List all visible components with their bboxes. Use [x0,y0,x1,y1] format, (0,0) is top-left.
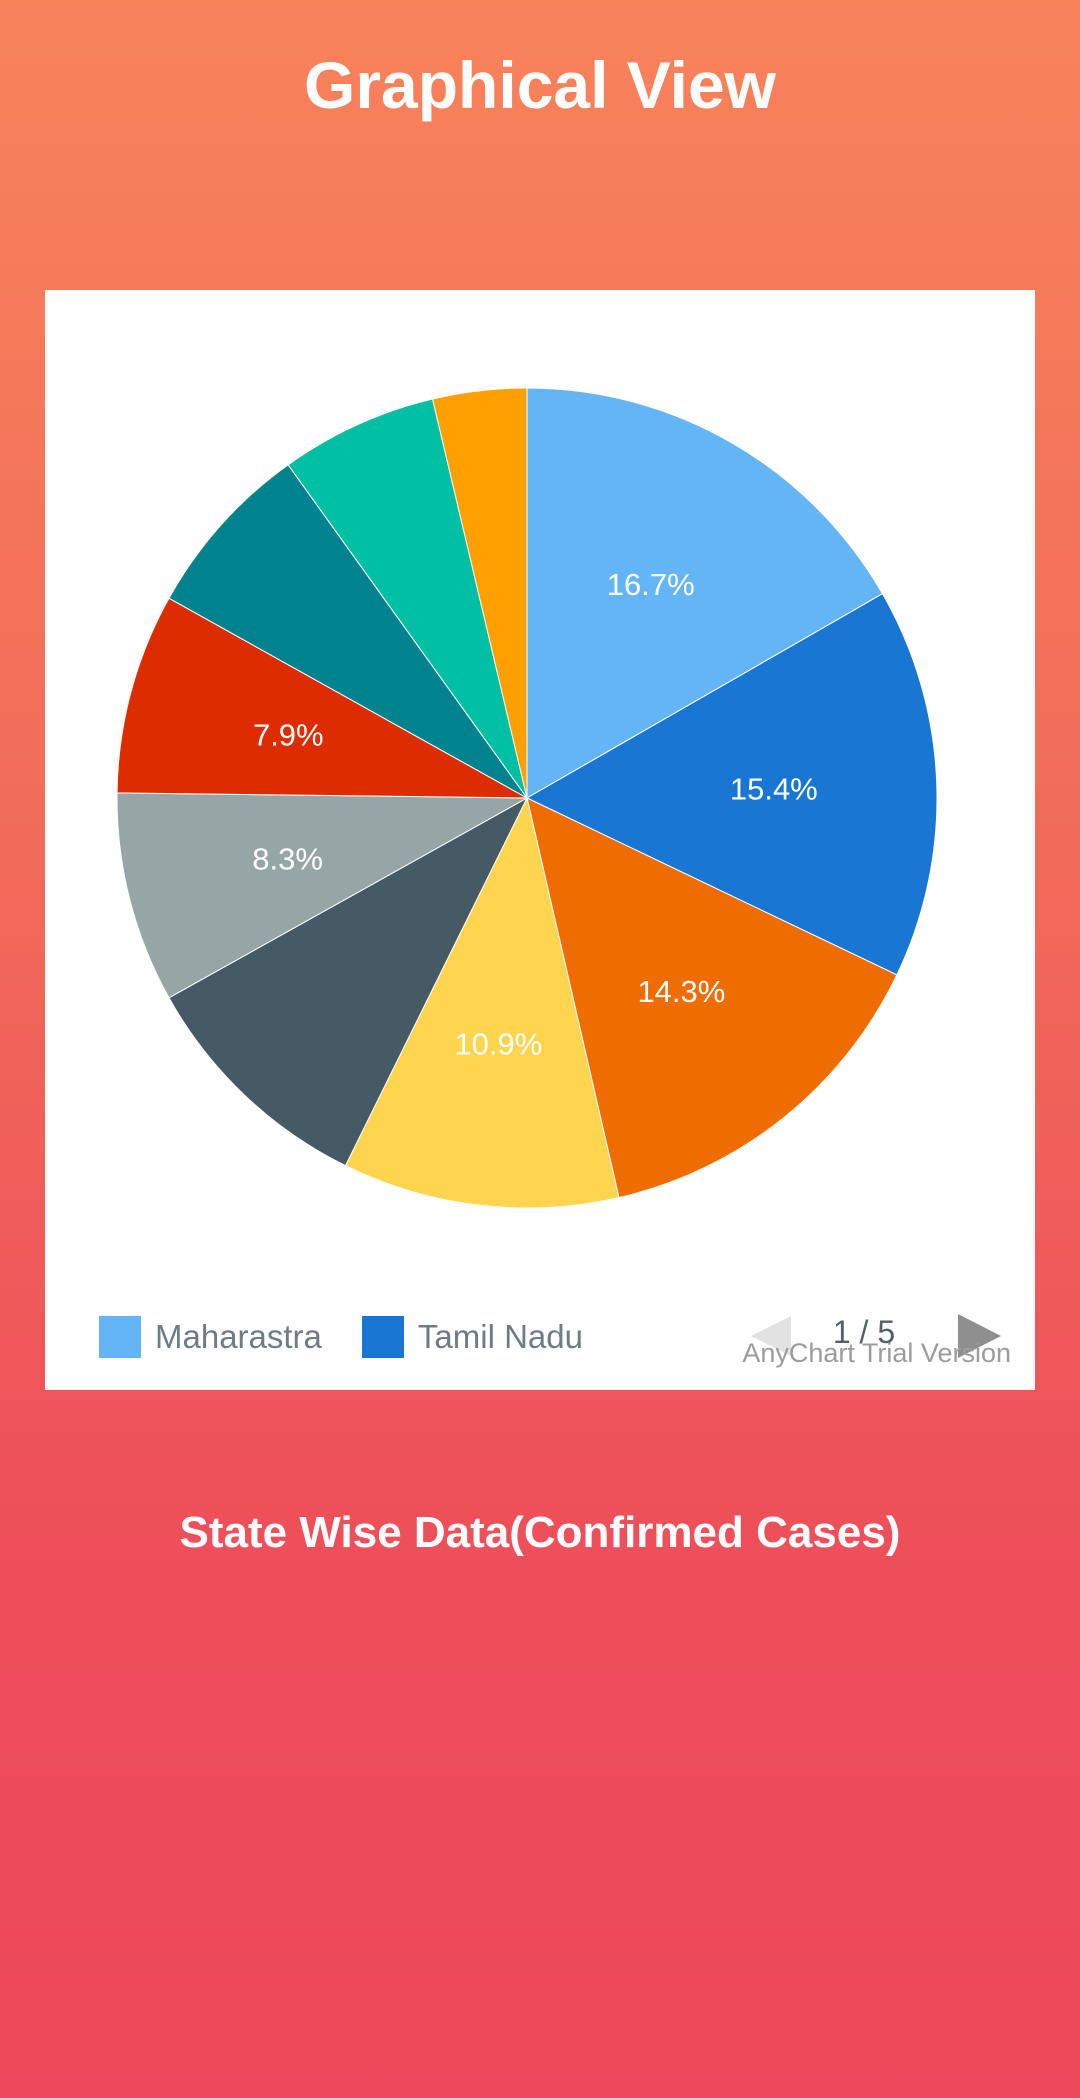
pie-slice-3[interactable] [526,797,898,1199]
pie-slice-1[interactable] [526,387,884,799]
pie-slice-5[interactable] [168,796,529,1167]
pie-data-label-4: 10.9% [454,1026,542,1061]
legend-swatch [361,1316,404,1358]
legend-pager: 1 / 5 [751,1306,1001,1362]
chart-card: 16.7% 15.4% 14.3% 10.9% 8.3% 7.9% Maharastra … [45,290,1035,1390]
pie-slice-9[interactable] [287,398,528,799]
pie-slice-6[interactable] [116,792,529,999]
pie-data-label-7: 7.9% [253,717,324,752]
legend: Maharastra Tamil Nadu [99,1306,623,1368]
next-page-icon[interactable] [958,1314,1001,1358]
pie-slice-2[interactable] [525,593,938,976]
legend-label: Maharastra [155,1318,322,1355]
pie-data-label-1: 16.7% [607,567,695,602]
previous-page-icon[interactable] [751,1316,791,1356]
page-title: Graphical View [304,48,776,122]
pie-slice-4[interactable] [344,796,620,1209]
watermark: AnyChart Trial Version [742,1338,1011,1368]
pie-chart[interactable]: 16.7% 15.4% 14.3% 10.9% 8.3% 7.9% [45,290,1035,1390]
pie-data-label-6: 8.3% [252,842,323,877]
pie-data-label-2: 15.4% [730,772,818,807]
legend-item-tamil-nadu[interactable]: Tamil Nadu [361,1316,583,1358]
section-subtitle: State Wise Data(Confirmed Cases) [179,1508,901,1557]
pie-slice-7[interactable] [116,597,528,799]
pager-text: 1 / 5 [832,1314,896,1350]
pie-slice-8[interactable] [168,464,528,799]
legend-swatch [99,1316,141,1358]
legend-label: Tamil Nadu [417,1318,583,1355]
legend-item-maharastra[interactable]: Maharastra [99,1316,322,1358]
pie-data-label-3: 14.3% [637,974,725,1009]
pie-slice-10[interactable] [431,387,528,799]
